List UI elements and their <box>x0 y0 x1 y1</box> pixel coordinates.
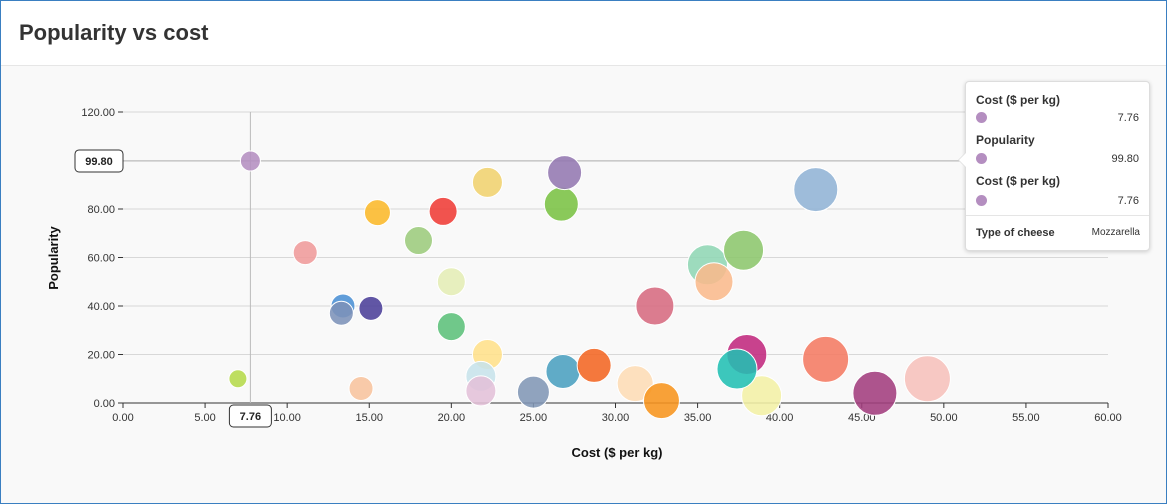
x-tick-label: 40.00 <box>766 412 794 424</box>
scatter-point[interactable] <box>436 267 466 297</box>
scatter-point[interactable] <box>694 262 734 302</box>
tooltip-footer-key: Type of cheese <box>976 227 1055 239</box>
scatter-point[interactable] <box>436 312 466 342</box>
scatter-point[interactable] <box>576 347 612 383</box>
scatter-point[interactable] <box>547 155 583 191</box>
tooltip-divider <box>966 215 1149 216</box>
series-dot-icon <box>976 195 987 206</box>
scatter-point[interactable] <box>545 353 581 389</box>
y-crosshair-value: 99.80 <box>85 156 113 168</box>
scatter-point[interactable] <box>852 370 898 416</box>
scatter-point[interactable] <box>404 226 433 256</box>
scatter-point[interactable] <box>239 150 261 172</box>
scatter-point[interactable] <box>716 348 758 390</box>
x-tick-label: 30.00 <box>602 412 630 424</box>
y-tick-label: 80.00 <box>87 204 115 216</box>
scatter-point[interactable] <box>358 295 384 321</box>
tooltip-row: Cost ($ per kg) <box>976 93 1139 107</box>
y-crosshair-badge <box>74 149 124 173</box>
scatter-point[interactable] <box>516 375 550 409</box>
scatter-point[interactable] <box>543 186 579 222</box>
scatter-point[interactable] <box>793 167 839 213</box>
x-tick-label: 25.00 <box>520 412 548 424</box>
x-tick-label: 35.00 <box>684 412 712 424</box>
x-tick-label: 20.00 <box>438 412 466 424</box>
scatter-point[interactable] <box>616 365 654 403</box>
series-dot-icon <box>976 112 987 123</box>
scatter-point[interactable] <box>741 375 783 417</box>
scatter-point[interactable] <box>723 229 765 271</box>
scatter-point[interactable] <box>642 382 680 420</box>
scatter-point[interactable] <box>802 335 850 383</box>
crosshair-badges: 99.80 7.76 <box>74 149 272 428</box>
tooltip-row: Popularity <box>976 133 1139 147</box>
y-tick-label: 60.00 <box>87 253 115 265</box>
tooltip-row: 7.76 <box>976 195 1139 209</box>
y-tick-label: 40.00 <box>87 301 115 313</box>
chart-header: Popularity vs cost <box>1 1 1166 66</box>
y-tick-label: 120.00 <box>81 107 115 119</box>
scatter-point[interactable] <box>903 355 951 403</box>
tooltip-key: Cost ($ per kg) <box>976 174 1061 188</box>
tooltip-row: 7.76 <box>976 112 1139 126</box>
x-tick-label: 45.00 <box>848 412 876 424</box>
x-tick-label: 5.00 <box>194 412 215 424</box>
tooltip-key: Cost ($ per kg) <box>976 93 1061 107</box>
x-axis-ticks: 0.00 5.00 10.00 15.00 20.00 25.00 30.00 35.00 40… <box>112 403 1122 424</box>
tooltip-value: 7.76 <box>1117 112 1139 124</box>
scatter-point[interactable] <box>635 286 675 326</box>
x-tick-label: 15.00 <box>355 412 383 424</box>
tooltip-footer-value: Mozzarella <box>1091 227 1140 238</box>
page-title: Popularity vs cost <box>19 20 209 45</box>
y-axis-label: Popularity <box>46 225 61 289</box>
scatter-points[interactable] <box>228 150 951 420</box>
tooltip-arrow <box>958 152 966 168</box>
scatter-point[interactable] <box>328 300 354 326</box>
tooltip-value: 7.76 <box>1117 195 1139 207</box>
point-tooltip: Cost ($ per kg) 7.76 Popularity 99.80 Co… <box>958 81 1150 251</box>
scatter-point[interactable] <box>292 240 318 266</box>
tooltip-row: Cost ($ per kg) <box>976 174 1139 188</box>
scatter-point[interactable] <box>465 375 497 407</box>
scatter-point[interactable] <box>228 369 248 389</box>
y-tick-label: 20.00 <box>87 350 115 362</box>
scatter-point[interactable] <box>471 166 503 198</box>
tooltip-value: 99.80 <box>1111 153 1139 165</box>
x-tick-label: 0.00 <box>112 412 133 424</box>
x-tick-label: 55.00 <box>1012 412 1040 424</box>
x-tick-label: 50.00 <box>930 412 958 424</box>
tooltip-key: Popularity <box>976 133 1035 147</box>
x-tick-label: 60.00 <box>1094 412 1122 424</box>
tooltip-row: 99.80 <box>976 153 1139 167</box>
scatter-point[interactable] <box>363 199 391 227</box>
y-tick-label: 0.00 <box>94 398 115 410</box>
x-crosshair-badge <box>228 404 272 428</box>
x-tick-label: 10.00 <box>273 412 301 424</box>
scatter-point[interactable] <box>428 196 458 226</box>
scatter-point[interactable] <box>348 375 374 401</box>
x-axis-label: Cost ($ per kg) <box>571 445 662 460</box>
x-crosshair-value: 7.76 <box>240 411 261 423</box>
series-dot-icon <box>976 153 987 164</box>
